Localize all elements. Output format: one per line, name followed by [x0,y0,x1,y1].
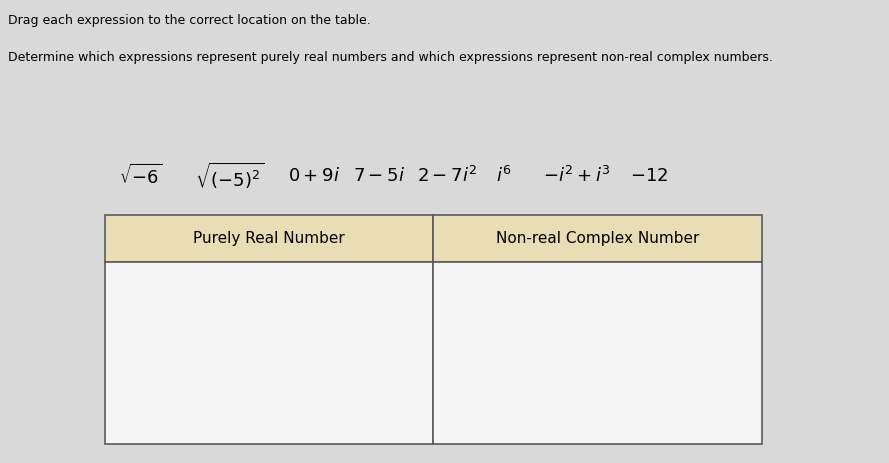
FancyBboxPatch shape [433,262,762,444]
Text: $i^6$: $i^6$ [496,166,512,186]
Text: Determine which expressions represent purely real numbers and which expressions : Determine which expressions represent pu… [8,51,773,64]
Text: Purely Real Number: Purely Real Number [193,231,345,246]
Text: $-i^2+i^3$: $-i^2+i^3$ [543,166,610,186]
FancyBboxPatch shape [105,262,433,444]
Text: $0+9i$: $0+9i$ [288,167,340,185]
FancyBboxPatch shape [105,215,433,262]
FancyBboxPatch shape [433,215,762,262]
Text: $7-5i$: $7-5i$ [353,167,404,185]
Text: $\sqrt{(-5)^2}$: $\sqrt{(-5)^2}$ [196,161,264,191]
Text: Drag each expression to the correct location on the table.: Drag each expression to the correct loca… [8,14,371,27]
Text: $-12$: $-12$ [630,167,669,185]
Text: $\sqrt{-6}$: $\sqrt{-6}$ [119,164,163,188]
Text: $2-7i^2$: $2-7i^2$ [417,166,477,186]
Text: Non-real Complex Number: Non-real Complex Number [496,231,700,246]
